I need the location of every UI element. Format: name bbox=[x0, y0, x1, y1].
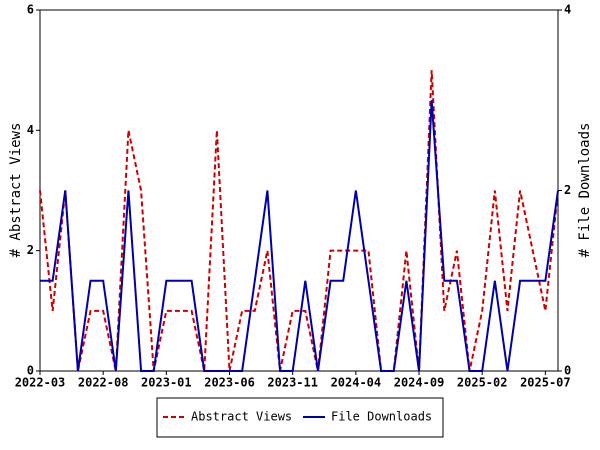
x-tick-label: 2023-06 bbox=[204, 376, 255, 390]
y2-tick-label: 0 bbox=[564, 364, 571, 378]
x-tick-label: 2023-11 bbox=[267, 376, 318, 390]
legend-label: Abstract Views bbox=[191, 410, 292, 424]
x-tick-label: 2024-04 bbox=[331, 376, 382, 390]
x-tick-label: 2025-07 bbox=[520, 376, 571, 390]
legend-label: File Downloads bbox=[331, 410, 432, 424]
x-tick-label: 2023-01 bbox=[141, 376, 192, 390]
y-tick-label: 2 bbox=[27, 243, 34, 257]
y2-axis-title: # File Downloads bbox=[577, 123, 593, 258]
x-tick-label: 2025-02 bbox=[457, 376, 508, 390]
x-tick-label: 2022-08 bbox=[78, 376, 129, 390]
x-tick-label: 2024-09 bbox=[394, 376, 445, 390]
legend-box bbox=[156, 397, 444, 438]
y2-tick-label: 4 bbox=[564, 3, 571, 17]
series-line bbox=[40, 100, 559, 372]
y-tick-label: 0 bbox=[27, 364, 34, 378]
y-tick-label: 6 bbox=[27, 3, 34, 17]
series-line bbox=[39, 70, 559, 372]
y-axis-title: # Abstract Views bbox=[8, 123, 24, 258]
x-tick-label: 2022-03 bbox=[15, 376, 66, 390]
y-tick-label: 4 bbox=[27, 123, 34, 137]
y2-tick-label: 2 bbox=[564, 183, 571, 197]
